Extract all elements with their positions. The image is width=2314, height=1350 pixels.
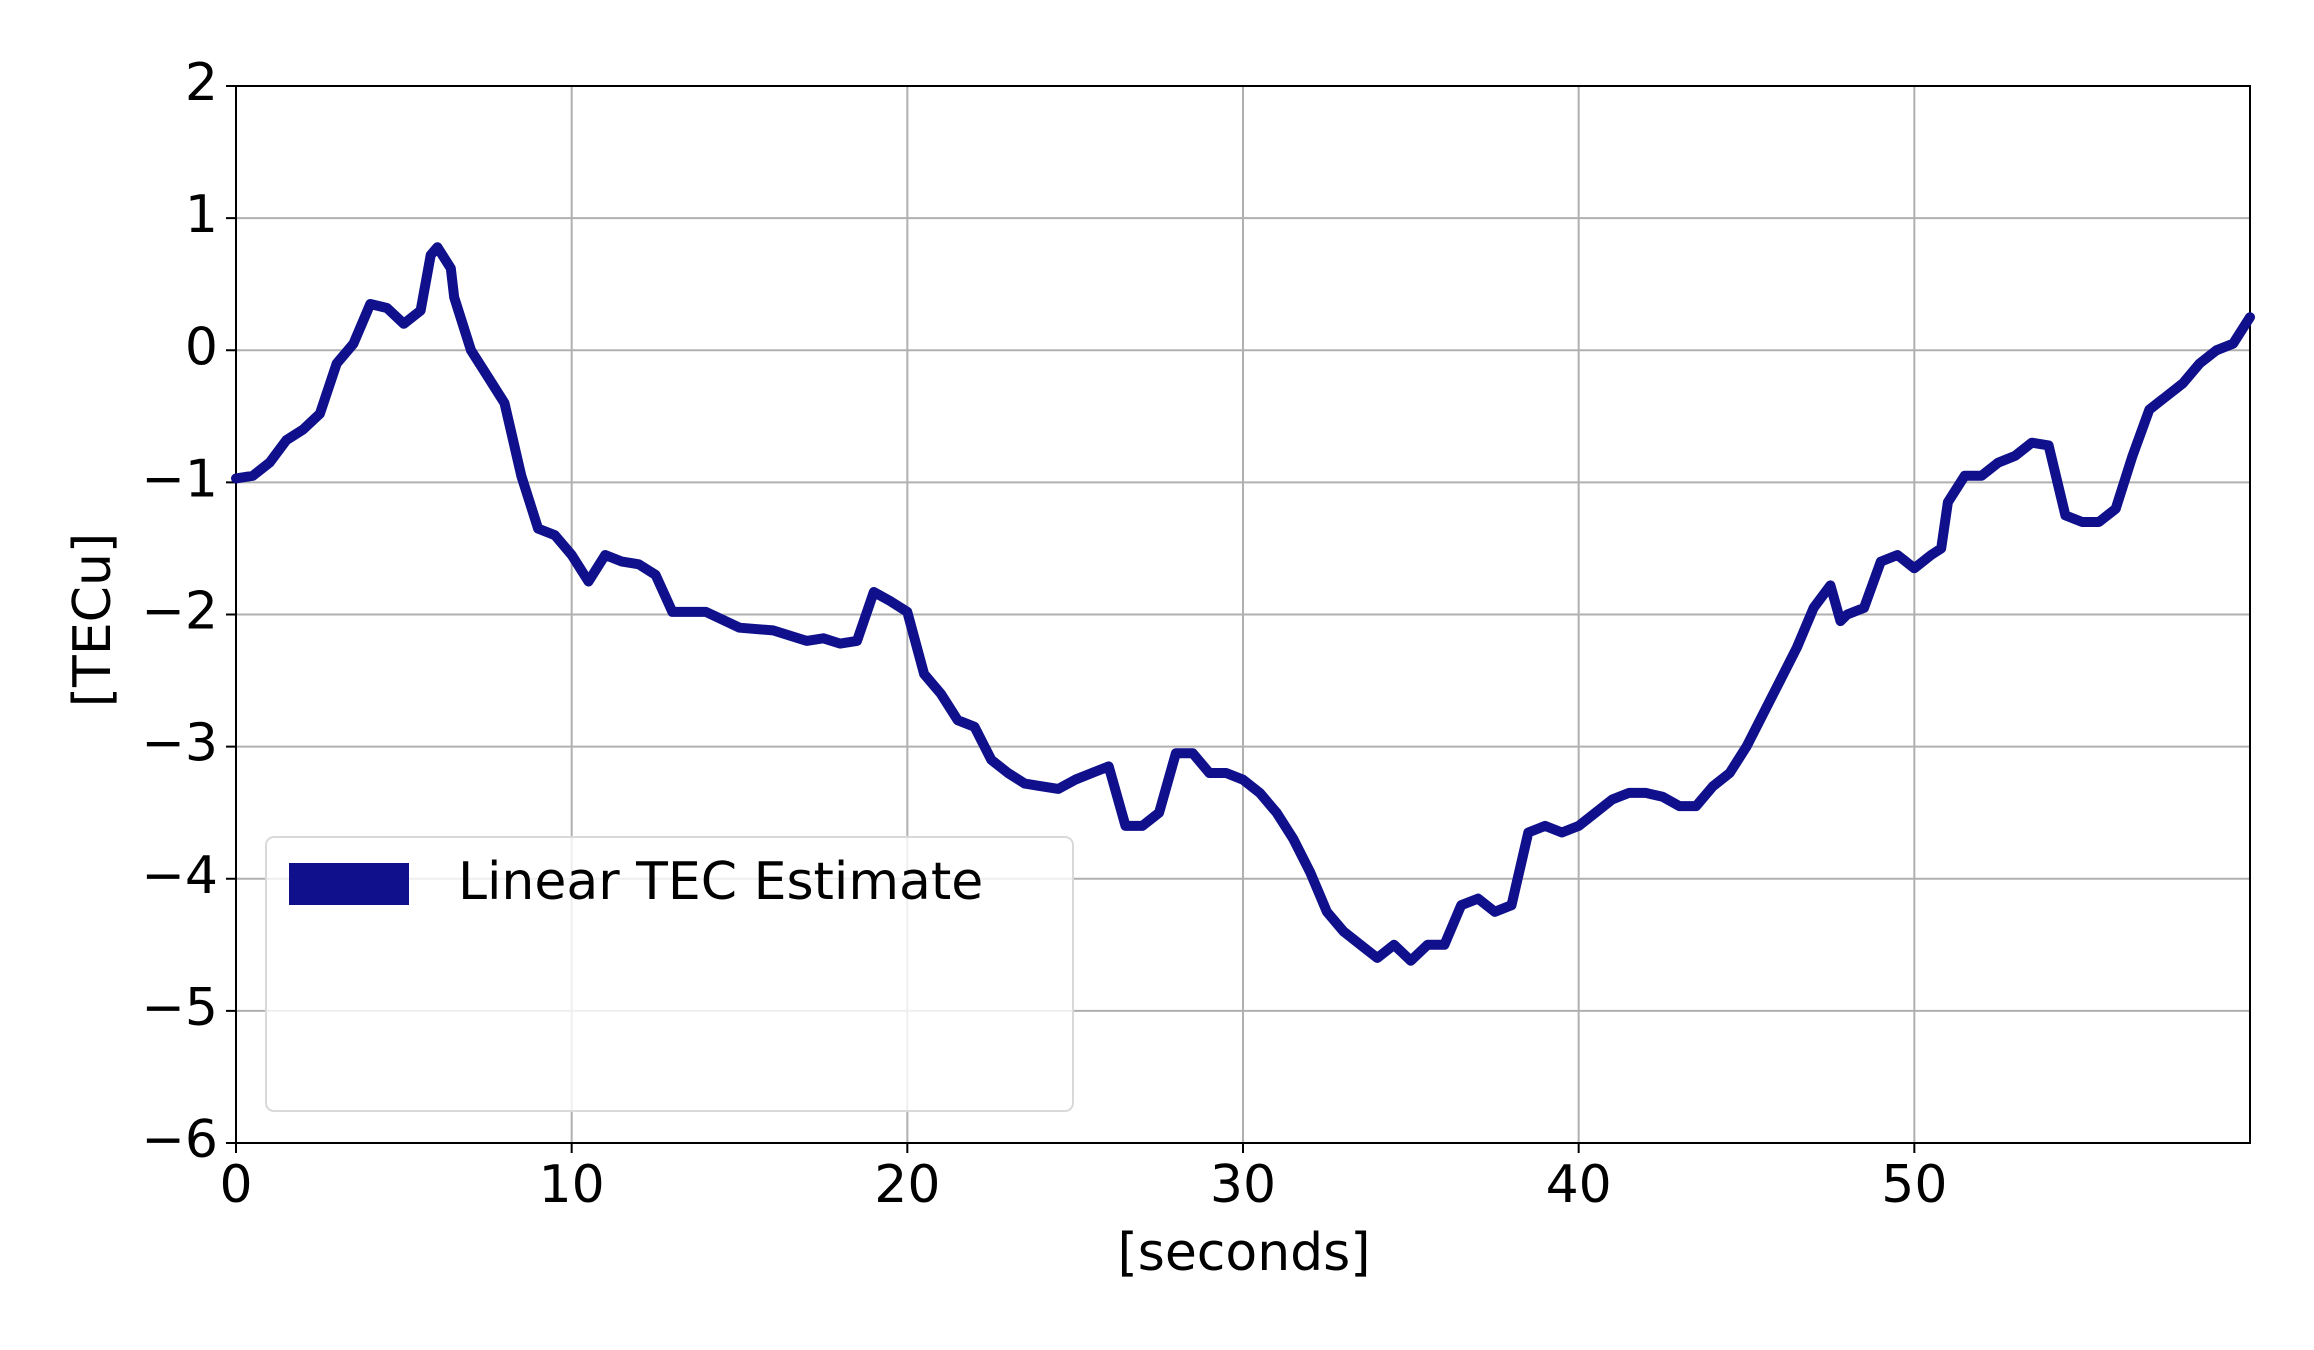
y-tick-label: −2	[141, 582, 218, 642]
x-tick-label: 30	[1210, 1155, 1276, 1215]
y-axis-label: [TECu]	[63, 533, 123, 707]
x-tick-label: 10	[539, 1155, 605, 1215]
y-tick-label: 2	[185, 53, 218, 113]
y-tick-label: −5	[141, 978, 218, 1038]
y-tick-label: 0	[185, 317, 218, 377]
x-tick-label: 0	[219, 1155, 252, 1215]
x-tick-label: 20	[874, 1155, 940, 1215]
y-tick-label: −6	[141, 1110, 218, 1170]
plot-frame	[235, 85, 2251, 1144]
y-tick-label: −4	[141, 846, 218, 906]
legend-label: Linear TEC Estimate	[458, 852, 983, 912]
legend-swatch	[289, 863, 409, 905]
legend-box	[265, 836, 1074, 1112]
data-line	[231, 242, 2255, 966]
x-axis-label: [seconds]	[1117, 1223, 1370, 1283]
x-tick-label: 50	[1881, 1155, 1947, 1215]
y-tick-label: −3	[141, 714, 218, 774]
y-tick-label: 1	[185, 185, 218, 245]
y-tick-label: −1	[141, 449, 218, 509]
x-tick-label: 40	[1546, 1155, 1612, 1215]
